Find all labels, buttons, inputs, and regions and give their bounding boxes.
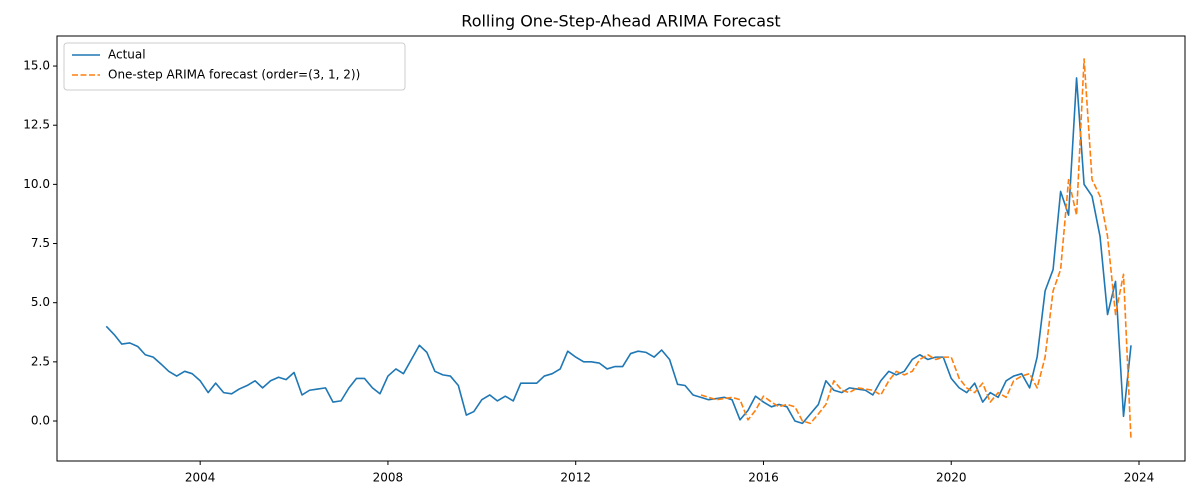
series-line: [700, 58, 1132, 440]
legend-box: [63, 42, 406, 91]
y-tick-label: 7.5: [31, 236, 50, 250]
legend-label: One-step ARIMA forecast (order=(3, 1, 2)…: [108, 68, 360, 82]
y-tick-label: 12.5: [23, 118, 50, 132]
x-tick-label: 2024: [1124, 471, 1155, 485]
y-tick-label: 0.0: [31, 414, 50, 428]
series-line: [105, 77, 1132, 425]
x-tick-label: 2004: [185, 471, 216, 485]
legend-label: Actual: [108, 48, 146, 62]
plot-frame: [56, 35, 1186, 462]
y-tick-label: 10.0: [23, 177, 50, 191]
y-tick-label: 2.5: [31, 354, 50, 368]
y-tick-label: 5.0: [31, 295, 50, 309]
x-tick-label: 2016: [748, 471, 779, 485]
x-tick-label: 2012: [560, 471, 591, 485]
y-tick-label: 15.0: [23, 59, 50, 73]
x-tick-label: 2008: [373, 471, 404, 485]
chart-title: Rolling One-Step-Ahead ARIMA Forecast: [461, 12, 780, 31]
x-tick-label: 2020: [936, 471, 967, 485]
